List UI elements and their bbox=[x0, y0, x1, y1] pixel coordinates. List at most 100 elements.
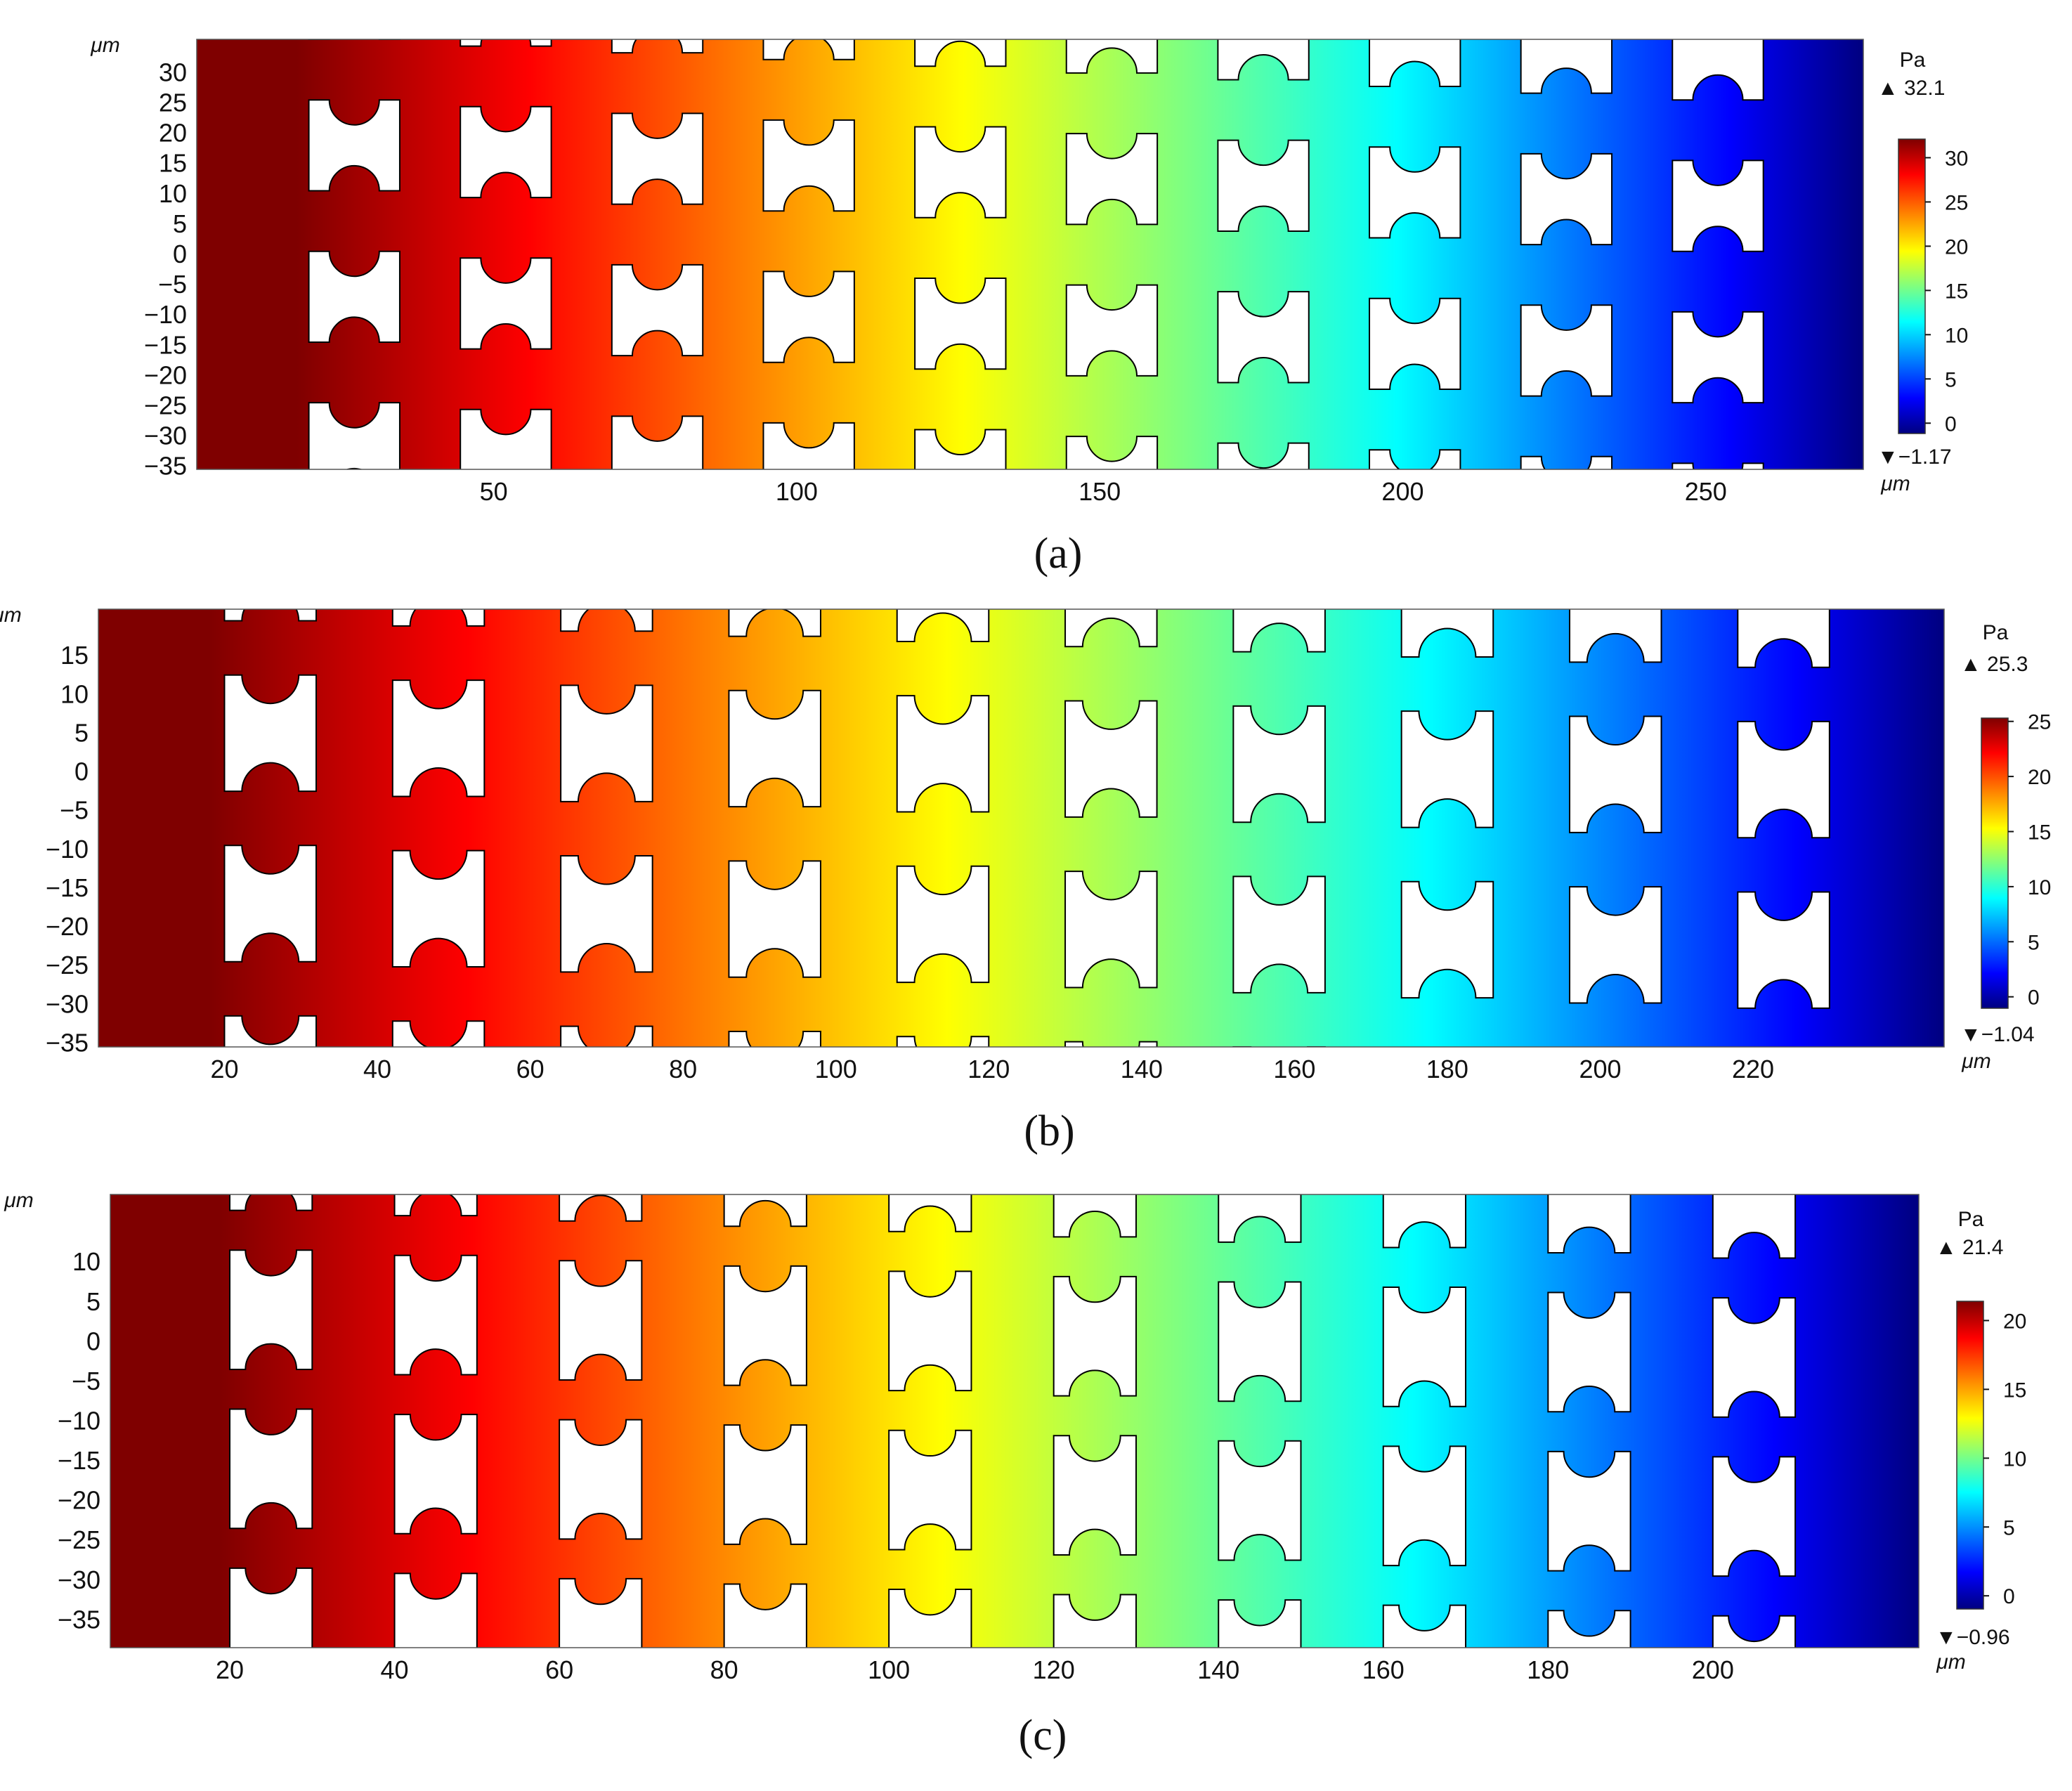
plot-area bbox=[98, 609, 1944, 1047]
y-tick-label: 25 bbox=[159, 89, 187, 117]
colorbar-tick-label: 5 bbox=[2028, 931, 2040, 954]
pillar bbox=[1737, 891, 1830, 1009]
colorbar-tick-label: 30 bbox=[1945, 147, 1968, 170]
pillar bbox=[229, 1567, 313, 1648]
colorbar-tick-label: 0 bbox=[2028, 986, 2040, 1010]
pillar bbox=[1672, 159, 1764, 252]
y-tick-label: −10 bbox=[58, 1407, 100, 1435]
colorbar-max-label: ▲ 32.1 bbox=[1877, 77, 1945, 100]
x-unit-label: μm bbox=[1961, 1050, 1990, 1073]
colorbar-tick-label: 20 bbox=[1945, 235, 1968, 259]
y-tick-label: −20 bbox=[144, 360, 187, 389]
colorbar-tick-label: 10 bbox=[2028, 876, 2051, 899]
pillar bbox=[1712, 1297, 1797, 1418]
x-tick-label: 100 bbox=[815, 1055, 857, 1083]
pillar bbox=[1218, 1194, 1302, 1243]
y-tick-label: 5 bbox=[86, 1287, 100, 1316]
pillar bbox=[914, 39, 1007, 67]
pillar bbox=[1547, 1450, 1631, 1572]
colorbar-tick-label: 0 bbox=[1945, 412, 1957, 436]
pillar bbox=[1065, 39, 1159, 74]
pillar bbox=[559, 1260, 643, 1381]
pillar bbox=[1369, 39, 1461, 88]
pillar bbox=[560, 855, 653, 973]
pillar bbox=[1520, 304, 1613, 397]
pillar bbox=[896, 1036, 990, 1047]
pillar bbox=[1400, 609, 1494, 658]
pillar bbox=[611, 263, 704, 357]
y-tick-label: −20 bbox=[58, 1486, 100, 1515]
pillar bbox=[560, 1025, 653, 1047]
x-tick-label: 20 bbox=[210, 1055, 238, 1083]
x-tick-label: 120 bbox=[1033, 1655, 1075, 1684]
pillar bbox=[762, 119, 855, 212]
colorbar bbox=[1898, 138, 1926, 434]
pillar bbox=[1053, 1435, 1137, 1556]
pillar bbox=[728, 609, 821, 637]
pillar bbox=[1672, 462, 1764, 469]
x-unit-label: μm bbox=[1936, 1650, 1965, 1674]
pillar bbox=[1064, 609, 1158, 648]
pillar bbox=[1065, 133, 1159, 226]
pillar bbox=[223, 674, 318, 793]
pillar bbox=[611, 39, 704, 54]
y-unit-label: μm bbox=[4, 1189, 33, 1212]
pillar bbox=[1568, 609, 1662, 663]
pillar bbox=[1400, 710, 1494, 828]
plot-area bbox=[197, 39, 1863, 469]
plot-frame bbox=[98, 608, 1945, 1048]
colorbar-tick-label: 15 bbox=[1945, 280, 1968, 303]
colorbar-tick-label: 25 bbox=[1945, 191, 1968, 214]
x-tick-label: 20 bbox=[216, 1655, 244, 1684]
x-tick-label: 200 bbox=[1692, 1655, 1734, 1684]
pillar bbox=[1712, 1456, 1797, 1577]
y-tick-label: −5 bbox=[60, 796, 89, 825]
colorbar-tick-label: 15 bbox=[2028, 821, 2051, 844]
pillar bbox=[393, 1254, 478, 1376]
pillar bbox=[391, 1020, 486, 1047]
colorbar-tick-label: 20 bbox=[2003, 1310, 2026, 1333]
pillar bbox=[1712, 1615, 1797, 1648]
pressure-field bbox=[197, 39, 1863, 469]
x-tick-label: 180 bbox=[1426, 1055, 1468, 1083]
pillar bbox=[559, 1419, 643, 1540]
x-tick-label: 160 bbox=[1362, 1655, 1405, 1684]
y-tick-label: −35 bbox=[144, 452, 187, 481]
pillar bbox=[1382, 1194, 1467, 1249]
pillar bbox=[888, 1589, 972, 1648]
pillar bbox=[723, 1194, 807, 1227]
pillar bbox=[888, 1429, 972, 1551]
colorbar-min-label: ▼−1.17 bbox=[1877, 445, 1952, 469]
pillar bbox=[223, 1015, 318, 1047]
colorbar-max-label: ▲ 21.4 bbox=[1936, 1236, 2003, 1259]
pillar bbox=[1053, 1275, 1137, 1397]
pillar bbox=[1065, 284, 1159, 377]
pillar bbox=[1053, 1594, 1137, 1648]
x-tick-label: 100 bbox=[868, 1655, 910, 1684]
panel-label: (c) bbox=[1019, 1712, 1067, 1759]
x-tick-label: 40 bbox=[381, 1655, 409, 1684]
pillar bbox=[391, 849, 486, 968]
colorbar-tick-label: 25 bbox=[2028, 711, 2051, 734]
pillar bbox=[1053, 1194, 1137, 1238]
x-tick-label: 80 bbox=[669, 1055, 697, 1083]
panel-label: (a) bbox=[1034, 530, 1083, 578]
colorbar-tick-label: 5 bbox=[2003, 1516, 2015, 1539]
y-tick-label: 0 bbox=[173, 240, 187, 268]
pillar bbox=[308, 402, 400, 469]
pillar bbox=[728, 860, 821, 978]
colorbar-max-label: ▲ 25.3 bbox=[1960, 653, 2028, 676]
pillar bbox=[1520, 152, 1613, 246]
y-tick-label: −10 bbox=[144, 300, 187, 329]
pillar bbox=[1737, 720, 1830, 839]
panel-c: 20 40 60 80 100 120 140 160 180 2001050−5−10−15−2… bbox=[4, 1189, 2026, 1759]
pillar bbox=[393, 1194, 478, 1217]
colorbar-min-label: ▼−1.04 bbox=[1960, 1023, 2035, 1046]
plot-frame bbox=[196, 39, 1864, 470]
pillar bbox=[1217, 39, 1310, 81]
x-tick-label: 200 bbox=[1381, 477, 1423, 506]
colorbar-tick-label: 10 bbox=[2003, 1447, 2026, 1471]
y-tick-label: 10 bbox=[159, 179, 187, 208]
y-tick-label: 10 bbox=[72, 1247, 100, 1276]
